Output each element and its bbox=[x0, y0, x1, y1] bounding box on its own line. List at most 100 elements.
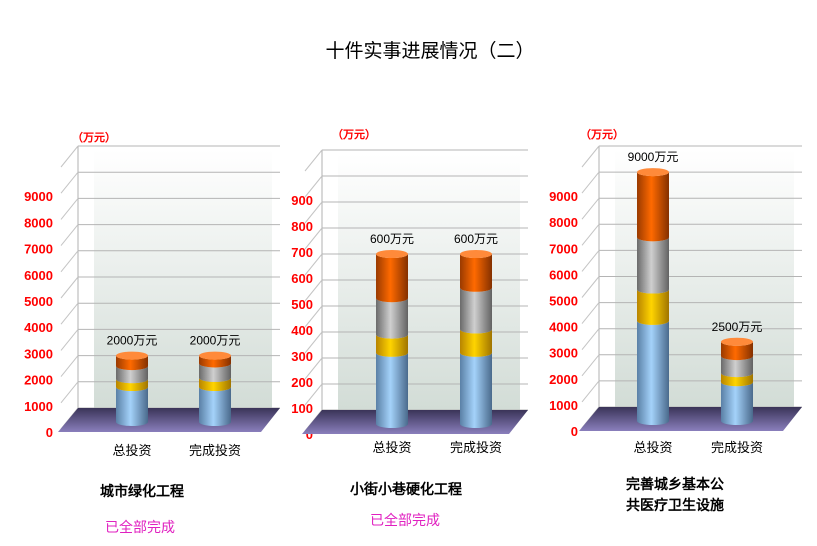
gridline-diagonal bbox=[60, 276, 79, 299]
cylinder-top bbox=[721, 337, 753, 346]
gridline-diagonal bbox=[581, 380, 600, 403]
bar-segment-1 bbox=[199, 387, 231, 426]
cylinder-bar bbox=[376, 250, 408, 428]
gridline-diagonal bbox=[304, 279, 323, 302]
y-tick-label: 7000 bbox=[24, 242, 53, 257]
bar-segment-4 bbox=[199, 355, 231, 368]
gridline-diagonal bbox=[60, 355, 79, 377]
cylinder-bar bbox=[637, 168, 669, 425]
x-category-label: 完成投资 bbox=[450, 440, 502, 456]
x-category-label: 总投资 bbox=[633, 440, 672, 456]
bar-segment-3 bbox=[637, 237, 669, 294]
y-tick-label: 200 bbox=[291, 375, 313, 390]
cylinder-bar bbox=[460, 250, 492, 428]
y-tick-label: 6000 bbox=[549, 267, 578, 282]
y-tick-label: 0 bbox=[571, 424, 578, 439]
main-title: 十件实事进展情况（二） bbox=[325, 40, 535, 62]
gridline-diagonal bbox=[60, 381, 79, 404]
cylinder-top bbox=[199, 351, 231, 360]
chart-caption: 完善城乡基本公 共医疗卫生设施 bbox=[626, 475, 724, 517]
gridline-diagonal bbox=[304, 253, 323, 276]
cylinder-top bbox=[460, 250, 492, 258]
y-tick-label: 3000 bbox=[549, 346, 578, 361]
x-category-label: 总投资 bbox=[372, 440, 411, 456]
y-tick-label: 5000 bbox=[24, 294, 53, 309]
bar-total-label: 2500万元 bbox=[712, 320, 763, 334]
floor bbox=[579, 407, 802, 431]
caption-line: 城市绿化工程 bbox=[100, 484, 184, 500]
bar-segment-2 bbox=[376, 334, 408, 357]
x-category-label: 完成投资 bbox=[189, 443, 241, 459]
chart-2: 0 100 200 300 400 500 600 700 800 900 （万元） 600万元总投资… bbox=[291, 128, 528, 456]
y-tick-label: 8000 bbox=[24, 215, 53, 230]
gridline-diagonal bbox=[581, 250, 600, 272]
y-tick-label: 900 bbox=[291, 193, 313, 208]
bar-segment-1 bbox=[376, 352, 408, 428]
bar-segment-3 bbox=[116, 366, 148, 384]
gridline-diagonal bbox=[60, 250, 79, 273]
bar-segment-2 bbox=[637, 289, 669, 325]
cylinder-top bbox=[637, 168, 669, 177]
cylinder-bar bbox=[199, 351, 231, 426]
y-tick-label: 5000 bbox=[549, 294, 578, 309]
y-tick-label: 9000 bbox=[24, 189, 53, 204]
y-tick-label: 9000 bbox=[549, 189, 578, 204]
bar-total-label: 9000万元 bbox=[628, 150, 679, 164]
y-tick-label: 800 bbox=[291, 219, 313, 234]
cylinder-top bbox=[116, 351, 148, 360]
y-tick-label: 700 bbox=[291, 245, 313, 260]
caption-line: 共医疗卫生设施 bbox=[626, 498, 724, 514]
bar-segment-2 bbox=[460, 329, 492, 357]
back-wall bbox=[338, 154, 520, 410]
gridline-diagonal bbox=[60, 145, 79, 168]
bar-segment-3 bbox=[721, 356, 753, 378]
bar-total-label: 2000万元 bbox=[107, 334, 158, 348]
completion-status: 已全部完成 bbox=[105, 520, 175, 536]
gridline-diagonal bbox=[60, 198, 79, 220]
y-tick-label: 8000 bbox=[549, 215, 578, 230]
cylinder-bar bbox=[721, 337, 753, 425]
bar-segment-3 bbox=[376, 298, 408, 339]
bar-segment-3 bbox=[460, 287, 492, 334]
y-tick-label: 400 bbox=[291, 323, 313, 338]
gridline-diagonal bbox=[60, 302, 79, 325]
chart-1: 0 1000 2000 3000 4000 5000 6000 7000 8000 9000 （万元… bbox=[24, 131, 280, 459]
y-tick-label: 2000 bbox=[24, 373, 53, 388]
x-category-label: 总投资 bbox=[112, 443, 151, 459]
y-tick-label: 1000 bbox=[549, 398, 578, 413]
bar-segment-1 bbox=[721, 382, 753, 425]
chart-caption: 城市绿化工程 bbox=[100, 482, 184, 503]
y-tick-label: 4000 bbox=[24, 320, 53, 335]
y-tick-label: 7000 bbox=[549, 241, 578, 256]
y-tick-label: 100 bbox=[291, 401, 313, 416]
bar-segment-4 bbox=[460, 254, 492, 292]
floor bbox=[302, 410, 528, 434]
gridline-diagonal bbox=[581, 197, 600, 220]
y-tick-label: 500 bbox=[291, 297, 313, 312]
x-category-label: 完成投资 bbox=[711, 440, 763, 456]
bar-segment-1 bbox=[637, 320, 669, 425]
bar-segment-4 bbox=[376, 254, 408, 303]
chart-3: 0 1000 2000 3000 4000 5000 6000 7000 8000 9000 （万元… bbox=[549, 128, 802, 456]
caption-line: 完善城乡基本公 bbox=[626, 477, 724, 493]
gridline-diagonal bbox=[60, 329, 79, 351]
gridline-diagonal bbox=[304, 175, 323, 198]
y-tick-label: 6000 bbox=[24, 268, 53, 283]
gridline-diagonal bbox=[581, 302, 600, 324]
gridline-diagonal bbox=[304, 227, 323, 250]
bar-segment-4 bbox=[116, 355, 148, 371]
bar-segment-2 bbox=[116, 379, 148, 392]
gridline-diagonal bbox=[304, 149, 323, 172]
floor bbox=[58, 408, 280, 432]
caption-line: 小街小巷硬化工程 bbox=[350, 482, 462, 498]
gridline-diagonal bbox=[304, 305, 323, 328]
gridline-diagonal bbox=[304, 383, 323, 406]
gridline-diagonal bbox=[581, 276, 600, 298]
gridline-diagonal bbox=[581, 223, 600, 246]
y-tick-label: 0 bbox=[46, 425, 53, 440]
gridline-diagonal bbox=[581, 145, 600, 168]
y-tick-label: 300 bbox=[291, 349, 313, 364]
unit-label: （万元） bbox=[332, 128, 376, 141]
bar-segment-2 bbox=[199, 377, 231, 392]
